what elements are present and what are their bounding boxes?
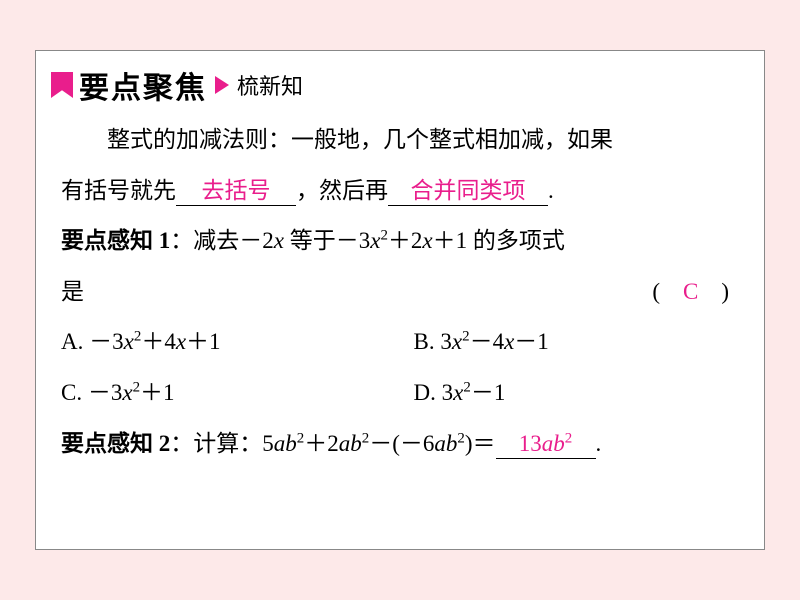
q2-a2: a [339, 431, 351, 456]
q2-label: 要点感知 2 [61, 431, 170, 456]
optA-suffix: ＋1 [186, 329, 221, 354]
bookmark-icon [51, 72, 73, 98]
q2-ans-sup: 2 [565, 430, 572, 446]
blank-2-answer: 合并同类项 [411, 178, 526, 203]
option-B: B. 3x2－4x－1 [414, 317, 739, 368]
optC-x1: x [122, 380, 132, 405]
q2-answer: 13ab2 [519, 431, 572, 456]
q1-line2: 是 ( C ) [61, 267, 739, 318]
intro-line1: 整式的加减法则：一般地，几个整式相加减，如果 [61, 115, 739, 166]
q1-line1: 要点感知 1：减去－2x 等于－3x2＋2x＋1 的多项式 [61, 216, 739, 267]
optB-x1: x [452, 329, 462, 354]
intro-text-1: 整式的加减法则：一般地，几个整式相加减，如果 [107, 127, 613, 152]
optA-x1: x [124, 329, 134, 354]
blank-1-answer: 去括号 [202, 178, 271, 203]
q1-sup-1: 2 [380, 228, 387, 244]
section-header: 要点聚焦 梳新知 [36, 51, 764, 115]
intro-line2: 有括号就先 去括号 ，然后再合并同类项. [61, 166, 739, 217]
q1-options-row-1: A. －3x2＋4x＋1 B. 3x2－4x－1 [36, 317, 764, 368]
q1-text-line2: 是 [61, 267, 84, 318]
optD-prefix: D. 3 [414, 380, 454, 405]
q1-options-row-2: C. －3x2＋1 D. 3x2－1 [36, 368, 764, 419]
optD-sup: 2 [463, 379, 470, 395]
intro-text-4: . [548, 178, 554, 203]
q2-mid1: ＋2 [304, 431, 339, 456]
content-box: 要点聚焦 梳新知 整式的加减法则：一般地，几个整式相加减，如果 有括号就先 去括号… [35, 50, 765, 550]
q1-answer: C [683, 279, 698, 304]
q2-b1: b [285, 431, 297, 456]
q2-b2: b [350, 431, 362, 456]
optB-sup: 2 [462, 329, 469, 345]
q2-ans-a: a [542, 431, 554, 456]
option-D: D. 3x2－1 [414, 368, 739, 419]
q2-coef: 13 [519, 431, 542, 456]
optD-suffix: －1 [471, 380, 506, 405]
q1-text-mid3: ＋1 的多项式 [433, 228, 565, 253]
q2-mid3: )＝ [465, 431, 496, 456]
q2-text-before: ：计算：5 [170, 431, 274, 456]
arrow-right-icon [215, 76, 229, 94]
question-2: 要点感知 2：计算：5ab2＋2ab2－(－6ab2)＝13ab2. [36, 419, 764, 470]
intro-paragraph: 整式的加减法则：一般地，几个整式相加减，如果 有括号就先 去括号 ，然后再合并同类项… [36, 115, 764, 216]
section-subtitle: 梳新知 [237, 69, 303, 101]
q2-sup3: 2 [457, 430, 464, 446]
optA-mid: ＋4 [141, 329, 176, 354]
q1-text-before: ：减去－2 [170, 228, 274, 253]
section-title: 要点聚焦 [79, 63, 207, 107]
blank-1: 去括号 [176, 177, 296, 207]
optB-mid: －4 [470, 329, 505, 354]
q2-ans-b: b [553, 431, 565, 456]
optB-suffix: －1 [514, 329, 549, 354]
option-A: A. －3x2＋4x＋1 [61, 317, 414, 368]
q2-a1: a [274, 431, 286, 456]
q2-mid2: －(－6 [369, 431, 434, 456]
optC-prefix: C. －3 [61, 380, 122, 405]
blank-2: 合并同类项 [388, 177, 548, 207]
question-1: 要点感知 1：减去－2x 等于－3x2＋2x＋1 的多项式 是 ( C ) [36, 216, 764, 317]
optC-sup: 2 [133, 379, 140, 395]
q1-var-x-2: x [370, 228, 380, 253]
q1-text-mid2: ＋2 [388, 228, 423, 253]
q1-answer-paren: ( C ) [652, 267, 729, 318]
optC-suffix: ＋1 [140, 380, 175, 405]
optA-x2: x [176, 329, 186, 354]
q2-blank: 13ab2 [496, 430, 596, 460]
option-C: C. －3x2＋1 [61, 368, 414, 419]
q2-period: . [596, 431, 602, 456]
q1-var-x-3: x [422, 228, 432, 253]
q1-text-mid1: 等于－3 [284, 228, 370, 253]
q2-a3: a [434, 431, 446, 456]
optD-x1: x [453, 380, 463, 405]
optA-prefix: A. －3 [61, 329, 124, 354]
optB-prefix: B. 3 [414, 329, 452, 354]
q2-b3: b [446, 431, 458, 456]
intro-text-3: ，然后再 [296, 178, 388, 203]
q1-var-x-1: x [274, 228, 284, 253]
intro-text-2: 有括号就先 [61, 178, 176, 203]
optB-x2: x [504, 329, 514, 354]
q1-label: 要点感知 1 [61, 228, 170, 253]
